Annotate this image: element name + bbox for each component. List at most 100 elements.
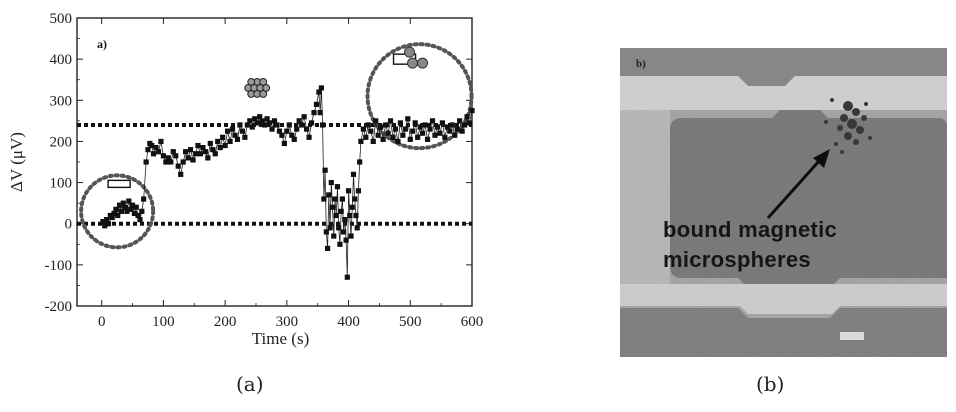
data-point [336,225,342,231]
data-point [195,142,201,149]
data-point [338,208,344,214]
data-point [380,136,386,142]
x-tick-label: 200 [214,314,237,330]
data-point [382,122,389,128]
photo-annotation-line-2: microspheres [663,247,811,272]
data-point [405,116,411,122]
data-point [266,120,273,126]
data-point [252,116,258,122]
microscope-image [620,48,947,357]
data-point [417,124,423,130]
annotations [79,42,474,250]
data-point [395,138,401,145]
data-point [175,163,181,169]
data-point [378,124,384,130]
data-point [137,217,143,223]
data-point [313,101,320,107]
data-point [200,145,206,151]
x-tick-label: 100 [152,314,175,330]
data-point [308,120,315,126]
data-point [269,126,275,132]
data-point [402,126,408,132]
data-point [120,200,126,206]
data-point [122,204,128,210]
caption-a: (a) [236,372,264,396]
data-point [294,126,300,132]
y-tick-label: 200 [50,134,73,150]
data-point [155,149,162,155]
data-point [390,134,396,140]
data-point [348,233,354,239]
data-point [259,118,265,124]
data-point [469,107,475,114]
data-point [328,179,334,186]
data-point [279,132,285,138]
data-point [190,157,196,163]
data-point [207,140,213,147]
panel-b-tag: b) [636,58,646,70]
data-point [407,136,413,142]
data-point [334,184,341,190]
y-tick-label: 500 [50,11,73,27]
data-point [264,116,270,122]
data-point [139,208,145,214]
data-point [342,217,348,223]
y-tick-label: -200 [45,299,73,315]
data-point [244,122,250,128]
data-point [143,159,149,165]
data-point [232,132,238,138]
data-point [158,138,164,145]
data-point [439,120,445,126]
data-point [397,120,404,126]
data-point [410,128,416,134]
data-point [271,118,278,124]
data-point [224,128,231,134]
data-point [227,138,233,145]
data-point [357,159,363,165]
x-tick-label: 500 [399,314,422,330]
data-point [274,122,280,128]
data-point [247,118,253,124]
data-point [454,126,460,132]
data-point [415,134,421,140]
data-point [343,237,349,243]
data-point [392,126,399,132]
data-point [301,114,307,120]
data-point [289,132,295,138]
data-point [365,122,371,128]
data-point [242,134,248,140]
data-point [322,167,328,173]
data-point [317,110,323,116]
panel-a-tag: a) [97,37,107,51]
data-point [178,171,184,177]
photo-annotation-line-1: bound magnetic [663,217,838,242]
data-point [442,134,448,140]
data-point [170,149,176,155]
data-point [352,196,358,202]
data-point [109,214,115,221]
data-point [432,132,438,138]
data-point [375,132,381,138]
data-point [141,196,147,202]
data-point [464,114,470,120]
data-point [321,196,327,202]
data-point [197,151,204,157]
dotted-circle [79,173,156,250]
hex-cluster-sphere [259,78,268,86]
data-point [306,134,312,140]
data-point [165,155,171,161]
data-point [457,118,463,124]
data-point [412,120,418,126]
hex-cluster-sphere [262,84,271,92]
data-point [129,202,136,208]
data-point [444,124,450,130]
x-axis-title: Time (s) [252,329,309,348]
y-tick-label: 0 [65,217,73,233]
series-line [102,87,473,278]
microscope-photo [620,48,947,357]
hex-cluster-sphere [259,90,268,98]
caption-b: (b) [756,372,785,396]
data-point [459,128,465,134]
data-point [262,122,268,128]
